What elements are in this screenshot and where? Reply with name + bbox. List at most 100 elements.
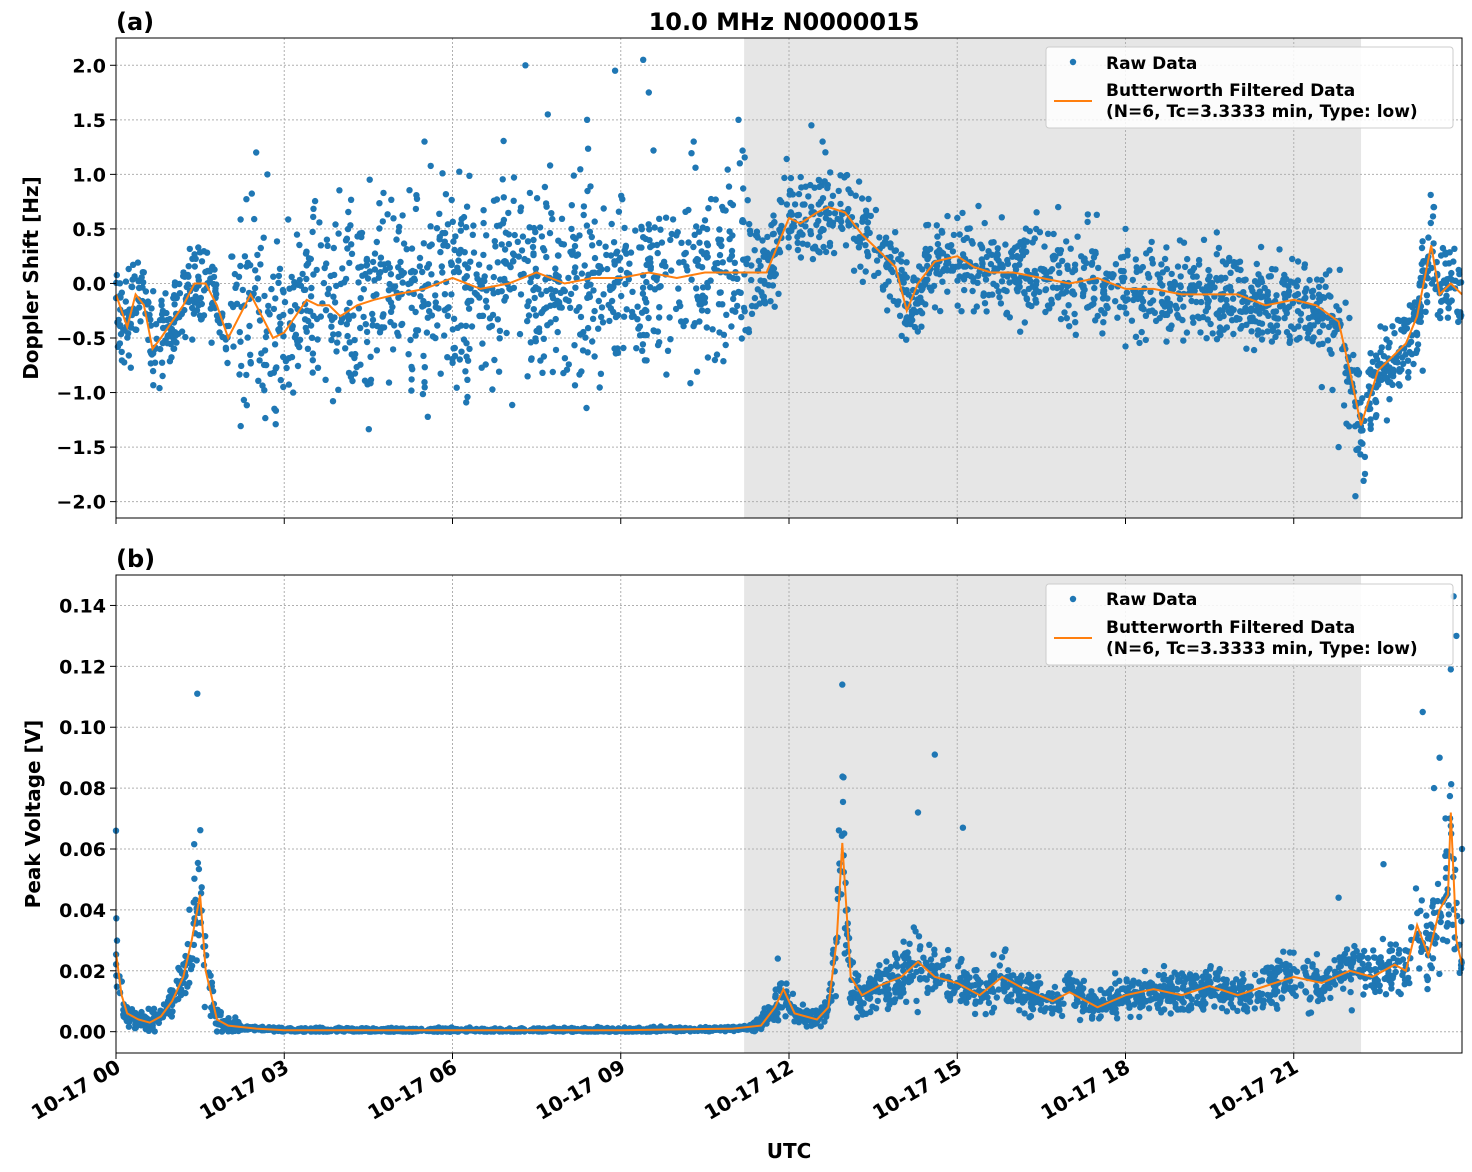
raw-data-point bbox=[892, 982, 900, 990]
raw-data-point bbox=[850, 235, 858, 242]
raw-data-point bbox=[1377, 954, 1384, 961]
raw-data-point bbox=[1324, 968, 1331, 975]
raw-data-point bbox=[1260, 997, 1267, 1005]
raw-data-point bbox=[1265, 273, 1273, 280]
raw-data-point bbox=[568, 202, 575, 209]
raw-data-point bbox=[560, 286, 567, 293]
raw-data-point bbox=[912, 928, 919, 935]
raw-data-point bbox=[1122, 297, 1129, 304]
raw-data-point bbox=[1235, 276, 1243, 284]
raw-data-point bbox=[1089, 1013, 1096, 1020]
raw-data-point bbox=[591, 307, 598, 315]
raw-data-point bbox=[200, 248, 208, 255]
raw-data-point bbox=[1056, 1000, 1063, 1007]
raw-data-point bbox=[826, 209, 833, 217]
raw-data-point bbox=[1423, 912, 1430, 919]
raw-data-point bbox=[371, 277, 378, 284]
raw-data-point bbox=[1118, 274, 1126, 282]
raw-data-point bbox=[751, 294, 759, 302]
raw-data-point bbox=[363, 262, 370, 269]
raw-data-point bbox=[1431, 940, 1439, 947]
raw-data-point bbox=[244, 334, 251, 341]
raw-data-point bbox=[628, 313, 636, 320]
raw-data-point bbox=[1383, 336, 1390, 343]
panel-a-filtered-line bbox=[115, 206, 1463, 426]
raw-data-point bbox=[918, 323, 925, 330]
raw-data-point bbox=[765, 256, 772, 264]
raw-data-point bbox=[336, 187, 343, 194]
raw-data-point bbox=[246, 322, 253, 330]
raw-data-point bbox=[1416, 279, 1424, 287]
raw-data-point bbox=[1353, 446, 1360, 453]
raw-data-point bbox=[613, 250, 620, 257]
raw-data-point bbox=[157, 1007, 164, 1014]
raw-data-point bbox=[1011, 262, 1019, 270]
raw-data-point bbox=[581, 262, 588, 269]
raw-data-point bbox=[1091, 284, 1098, 292]
raw-data-point bbox=[1127, 1013, 1134, 1021]
raw-data-point bbox=[650, 147, 657, 154]
raw-data-point bbox=[716, 251, 724, 259]
raw-data-point bbox=[720, 206, 727, 214]
raw-data-point bbox=[452, 233, 459, 240]
raw-data-point bbox=[969, 287, 976, 295]
raw-data-point bbox=[622, 280, 629, 288]
raw-data-point bbox=[827, 201, 835, 208]
raw-data-point bbox=[1070, 291, 1078, 298]
raw-data-point bbox=[285, 216, 292, 223]
raw-data-point bbox=[467, 258, 474, 265]
raw-data-point bbox=[1063, 238, 1070, 245]
raw-data-point bbox=[618, 292, 625, 300]
raw-data-point bbox=[470, 249, 478, 256]
raw-data-point bbox=[974, 279, 981, 286]
raw-data-point bbox=[1223, 324, 1231, 331]
raw-data-point bbox=[357, 263, 365, 270]
raw-data-point bbox=[1116, 303, 1124, 311]
raw-data-point bbox=[412, 332, 419, 339]
raw-data-point bbox=[1148, 238, 1155, 246]
raw-data-point bbox=[491, 356, 498, 364]
raw-data-point bbox=[191, 875, 198, 882]
raw-data-point bbox=[1226, 309, 1233, 316]
raw-data-point bbox=[348, 351, 355, 358]
raw-data-point bbox=[285, 381, 293, 388]
raw-data-point bbox=[170, 294, 177, 302]
raw-data-point bbox=[479, 340, 486, 347]
raw-data-point bbox=[522, 62, 529, 69]
raw-data-point bbox=[795, 190, 803, 198]
raw-data-point bbox=[243, 196, 250, 203]
raw-data-point bbox=[346, 339, 353, 346]
raw-data-point bbox=[510, 284, 518, 292]
raw-data-point bbox=[1398, 326, 1405, 333]
raw-data-point bbox=[1413, 346, 1421, 354]
raw-data-point bbox=[883, 958, 890, 965]
y-tick-label: −2.0 bbox=[56, 492, 106, 514]
raw-data-point bbox=[1406, 302, 1414, 309]
raw-data-point bbox=[966, 974, 973, 981]
raw-data-point bbox=[705, 205, 712, 212]
raw-data-point bbox=[783, 980, 790, 987]
raw-data-point bbox=[1304, 957, 1311, 965]
raw-data-point bbox=[433, 225, 441, 232]
raw-data-point bbox=[322, 376, 329, 383]
raw-data-point bbox=[476, 294, 483, 301]
raw-data-point bbox=[509, 257, 517, 265]
raw-data-point bbox=[442, 191, 450, 198]
raw-data-point bbox=[1294, 290, 1302, 298]
raw-data-point bbox=[822, 149, 829, 156]
y-tick-label: 1.0 bbox=[72, 164, 106, 186]
raw-data-point bbox=[1281, 983, 1288, 991]
raw-data-point bbox=[386, 280, 393, 288]
raw-data-point bbox=[1191, 287, 1198, 295]
raw-data-point bbox=[497, 276, 504, 283]
raw-data-point bbox=[125, 1023, 133, 1030]
raw-data-point bbox=[696, 301, 703, 308]
raw-data-point bbox=[247, 351, 254, 358]
raw-data-point bbox=[420, 297, 427, 305]
raw-data-point bbox=[1305, 329, 1312, 337]
raw-data-point bbox=[408, 376, 415, 383]
raw-data-point bbox=[1099, 282, 1106, 289]
raw-data-point bbox=[500, 137, 507, 145]
raw-data-point bbox=[264, 171, 271, 178]
raw-data-point bbox=[744, 197, 751, 204]
